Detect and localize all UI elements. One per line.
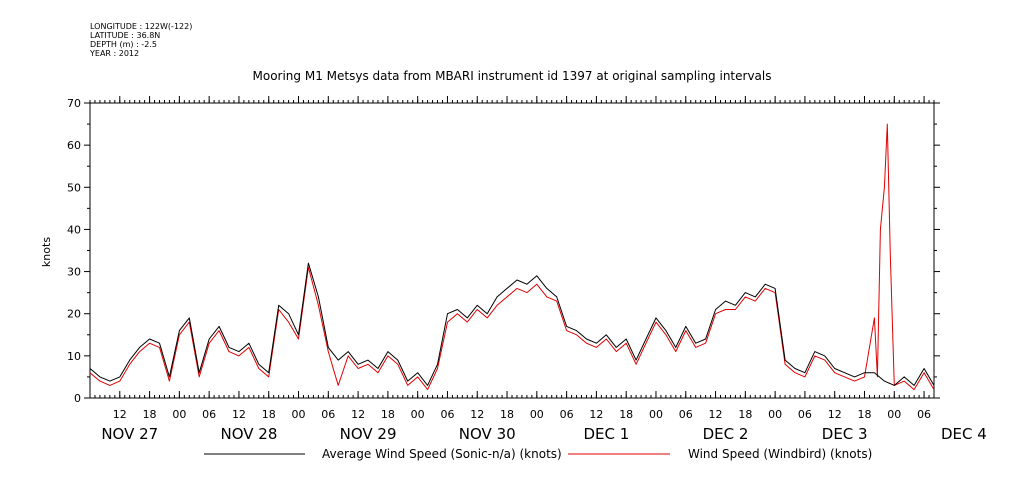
- x-tick-label: 06: [440, 408, 454, 421]
- x-tick-label: 12: [828, 408, 842, 421]
- latitude-label: LATITUDE : 36.8N: [90, 31, 161, 40]
- y-tick-label: 40: [67, 223, 81, 236]
- x-tick-label: 18: [738, 408, 752, 421]
- year-label: YEAR : 2012: [90, 49, 140, 58]
- x-tick-label: 00: [292, 408, 306, 421]
- y-axis-label: knots: [40, 237, 53, 267]
- series-group: [89, 123, 935, 391]
- series-line-windbird: [89, 123, 935, 391]
- y-tick-label: 70: [67, 97, 81, 110]
- x-tick-label: 18: [381, 408, 395, 421]
- x-day-label: DEC 4: [941, 425, 987, 443]
- longitude-label: LONGITUDE : 122W(-122): [90, 22, 193, 31]
- x-day-label: DEC 2: [703, 425, 749, 443]
- x-day-label: DEC 1: [583, 425, 629, 443]
- x-day-label: NOV 28: [220, 425, 277, 443]
- x-day-label: NOV 30: [459, 425, 516, 443]
- chart-title: Mooring M1 Metsys data from MBARI instru…: [253, 69, 772, 83]
- y-tick-label: 30: [67, 266, 81, 279]
- x-tick-label: 06: [798, 408, 812, 421]
- legend-label-average: Average Wind Speed (Sonic-n/a) (knots): [322, 447, 562, 461]
- x-tick-label: 00: [411, 408, 425, 421]
- depth-label: DEPTH (m) : -2.5: [90, 40, 157, 49]
- x-day-label: NOV 29: [340, 425, 397, 443]
- x-tick-label: 00: [768, 408, 782, 421]
- x-tick-label: 18: [619, 408, 633, 421]
- x-day-label: DEC 3: [822, 425, 868, 443]
- x-tick-label: 12: [351, 408, 365, 421]
- x-tick-label: 06: [321, 408, 335, 421]
- x-tick-label: 00: [649, 408, 663, 421]
- x-tick-label: 12: [709, 408, 723, 421]
- x-tick-label: 18: [262, 408, 276, 421]
- x-tick-label: 18: [500, 408, 514, 421]
- y-tick-label: 20: [67, 308, 81, 321]
- y-tick-label: 0: [74, 392, 81, 405]
- metadata-block: LONGITUDE : 122W(-122) LATITUDE : 36.8N …: [90, 22, 192, 58]
- x-tick-label: 00: [172, 408, 186, 421]
- x-tick-label: 12: [470, 408, 484, 421]
- x-tick-label: 00: [530, 408, 544, 421]
- x-tick-label: 06: [679, 408, 693, 421]
- x-day-label: NOV 27: [101, 425, 158, 443]
- x-tick-label: 12: [589, 408, 603, 421]
- plot-frame: [89, 102, 935, 399]
- x-tick-label: 18: [143, 408, 157, 421]
- x-tick-label: 18: [857, 408, 871, 421]
- y-tick-label: 10: [67, 350, 81, 363]
- legend-label-windbird: Wind Speed (Windbird) (knots): [688, 447, 872, 461]
- tick-marks: 0 10 20 30 40 50 60 70 12 18 00 06 12 18 00 06 12 18 00 06 1…: [67, 96, 987, 443]
- x-tick-label: 12: [113, 408, 127, 421]
- x-tick-label: 06: [560, 408, 574, 421]
- axes: [89, 102, 935, 399]
- x-tick-label: 12: [232, 408, 246, 421]
- y-tick-label: 50: [67, 181, 81, 194]
- x-tick-label: 00: [887, 408, 901, 421]
- x-tick-label: 06: [202, 408, 216, 421]
- y-tick-label: 60: [67, 139, 81, 152]
- x-tick-label: 06: [917, 408, 931, 421]
- legend: Average Wind Speed (Sonic-n/a) (knots) W…: [204, 447, 872, 461]
- series-line-average-wind: [89, 262, 935, 386]
